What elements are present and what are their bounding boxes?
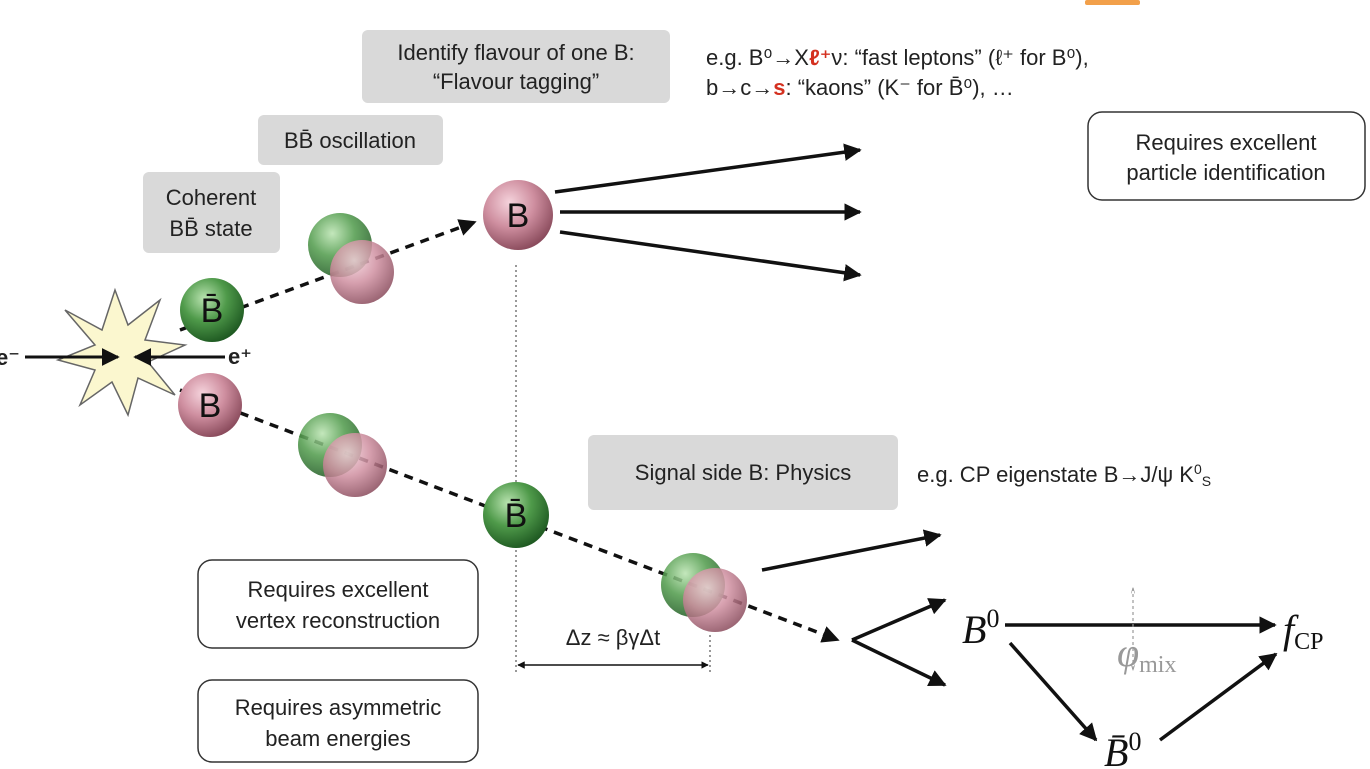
math-sup: 0 [1128,727,1141,756]
decay-arrow [851,598,947,642]
decay-arrow [554,143,862,194]
box-text: BB̄ oscillation [284,128,416,153]
math-arrow [1158,652,1278,742]
box-text: particle identification [1126,160,1325,185]
label-box [143,172,280,253]
annotation-sub: S [1202,473,1211,489]
math-sub: CP [1294,629,1323,655]
particle [178,373,242,437]
box-text: beam energies [265,726,411,751]
annotation: b→c→s: “kaons” (K⁻ for B̄⁰), … [706,75,1014,100]
decay-arrow [851,638,947,687]
annotation-sup: 0 [1194,461,1202,477]
particle-label: B [507,197,530,235]
math-base: B̄ [1104,730,1128,769]
label-box [362,30,670,103]
math-sub: mix [1139,652,1176,678]
box-text: Requires excellent [1136,130,1317,155]
math-base: φ [1117,630,1139,675]
label-box [588,435,898,510]
annotation: e.g. B⁰→Xℓ⁺ν: “fast leptons” (ℓ⁺ for B⁰)… [706,45,1089,70]
requirement-box [1087,111,1366,201]
particle [180,278,244,342]
mixed-state [323,433,387,497]
particle-label: B̄ [505,497,528,535]
annotation-part: e.g. B⁰→X [706,45,809,70]
delta-z-label: Δz ≈ βγΔt [566,625,660,650]
mixed-state [683,568,747,632]
decay-arrow [761,529,942,572]
math-label: B̄0 [1104,727,1141,769]
annotation-highlight: s [773,75,785,100]
particles: B̄ B B B̄ [178,180,747,632]
decoration [1085,0,1140,5]
label-box [258,115,443,165]
requirement-box [197,679,479,763]
math-base: B [962,607,986,652]
particle-label: B̄ [201,292,224,330]
box-text: Signal side B: Physics [635,460,851,485]
math-label: fCP [1283,607,1323,655]
math-arrow [1008,641,1098,742]
box-text: “Flavour tagging” [433,69,599,94]
annotation-part: ν: “fast leptons” (ℓ⁺ for B⁰), [831,45,1088,70]
beam-label: e⁻ [0,345,20,370]
box-text: Identify flavour of one B: [397,40,634,65]
mixed-state [330,240,394,304]
decay-arrow [559,230,862,282]
collision [55,287,188,418]
requirement-box [197,559,479,649]
math-label: φmix [1117,630,1176,678]
box-text: Requires excellent [248,577,429,602]
math-label: B0 [962,604,999,652]
annotation-part: e.g. CP eigenstate B→J/ψ K [917,462,1194,487]
annotation-part: : “kaons” (K⁻ for B̄⁰), … [786,75,1014,100]
math-sup: 0 [986,604,999,633]
particle [483,180,553,250]
box-text: BB̄ state [169,216,252,241]
particle [483,482,549,548]
box-text: vertex reconstruction [236,608,440,633]
particle-label: B [199,387,222,425]
annotation-highlight: ℓ⁺ [809,45,831,70]
annotation-part: b→c→ [706,75,773,100]
beam-label: e⁺ [228,344,252,369]
box-text: Requires asymmetric [235,695,442,720]
flight-path [179,388,840,643]
annotation: e.g. CP eigenstate B→J/ψ K0S [917,461,1211,489]
box-text: Coherent [166,185,257,210]
